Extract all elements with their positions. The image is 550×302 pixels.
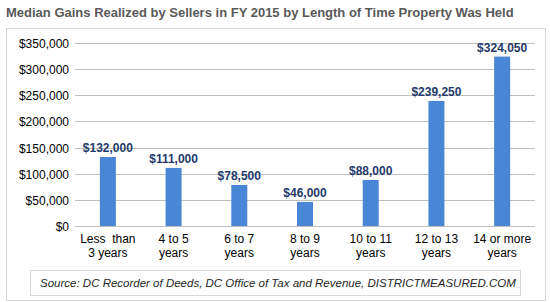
x-tick-label: 14 or moreyears — [473, 232, 531, 260]
chart: Median Gains Realized by Sellers in FY 2… — [0, 0, 550, 302]
grid-line — [75, 148, 535, 149]
bar — [494, 57, 510, 226]
y-tick-label: $250,000 — [19, 89, 69, 103]
data-label: $88,000 — [349, 164, 393, 178]
data-label: $239,250 — [411, 85, 461, 99]
data-label: $132,000 — [83, 141, 133, 155]
data-label: $78,500 — [218, 169, 262, 183]
source-note: Source: DC Recorder of Deeds, DC Office … — [40, 277, 516, 289]
y-tick-label: $300,000 — [19, 63, 69, 77]
title: Median Gains Realized by Sellers in FY 2… — [6, 5, 514, 20]
grid-line — [75, 69, 535, 70]
y-tick-label: $100,000 — [19, 168, 69, 182]
y-tick-label: $350,000 — [19, 37, 69, 51]
annotation-box — [31, 271, 521, 296]
grid-line — [75, 226, 535, 227]
y-tick-label: $0 — [56, 220, 70, 234]
x-tick-label: 10 to 11years — [349, 232, 392, 260]
bar — [231, 185, 247, 226]
grid-line — [75, 95, 535, 96]
bar — [363, 180, 379, 226]
x-tick-label: 12 to 13years — [415, 232, 459, 260]
grid-line — [75, 174, 535, 175]
x-tick-label: 4 to 5years — [159, 232, 189, 260]
bar — [100, 157, 116, 226]
bar — [297, 202, 313, 226]
data-label: $324,050 — [477, 41, 527, 55]
data-label: $46,000 — [283, 186, 327, 200]
y-tick-label: $50,000 — [26, 194, 70, 208]
grid-line — [75, 200, 535, 201]
chart-frame — [7, 29, 546, 301]
x-tick-label: 8 to 9years — [290, 232, 320, 260]
data-label: $111,000 — [149, 152, 198, 166]
x-tick-label: 6 to 7years — [224, 232, 254, 260]
bar — [428, 101, 444, 226]
grid-line — [75, 121, 535, 122]
bars — [100, 57, 510, 226]
y-tick-label: $150,000 — [19, 142, 69, 156]
bar — [166, 168, 182, 226]
x-tick-label: Less than3 years — [80, 232, 135, 260]
y-tick-label: $200,000 — [19, 115, 69, 129]
x-axis — [75, 226, 535, 227]
grid-line — [75, 43, 535, 44]
